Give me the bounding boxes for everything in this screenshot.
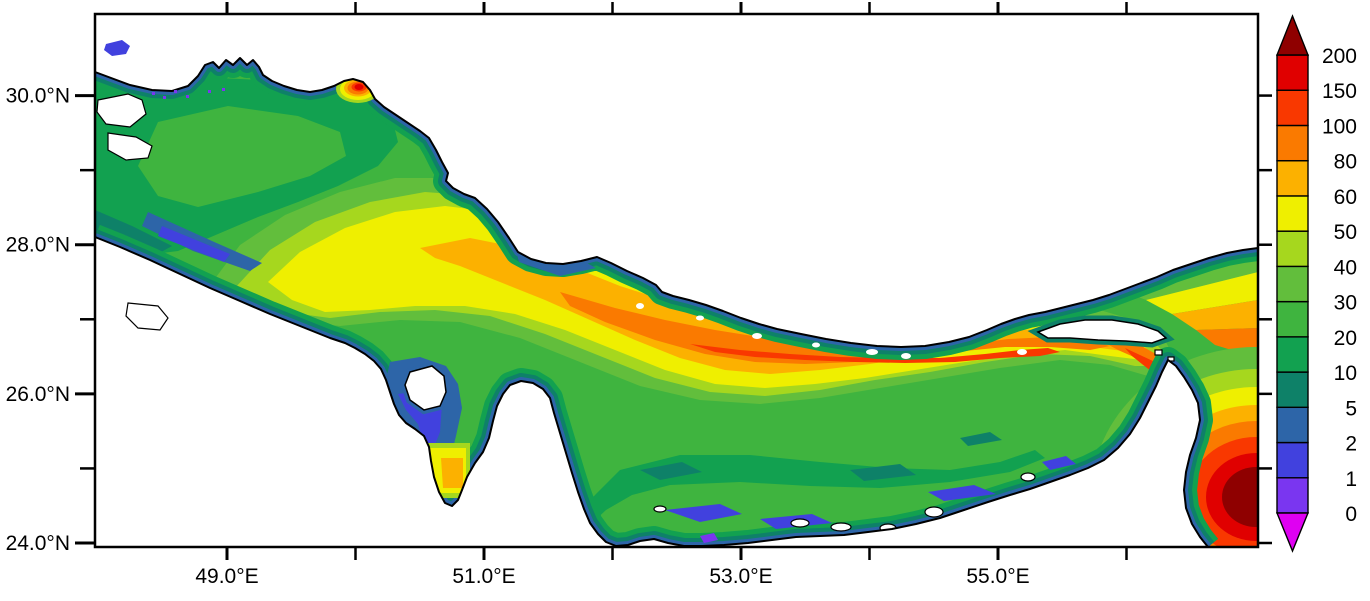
axes: 49.0°E 51.0°E 53.0°E 55.0°E 24.0°N 26.0°N 28.0… (6, 2, 1272, 588)
colorbar-tick-label: 10 (1334, 362, 1357, 385)
colorbar-band (1276, 124, 1309, 162)
colorbar-band (1276, 477, 1309, 514)
colorbar-over-arrow (1275, 14, 1310, 56)
y-axis-tick-label: 30.0°N (6, 85, 70, 108)
depth-band-nw-teal (95, 210, 172, 257)
oman-wedge-60 (1172, 300, 1258, 330)
x-axis-tick-label: 53.0°E (709, 565, 772, 588)
colorbar-band (1276, 195, 1309, 232)
coastline-south (94, 236, 1209, 548)
south-teal-2 (850, 464, 916, 481)
colorbar-band (1276, 406, 1309, 444)
south-indigo-4 (1042, 456, 1076, 470)
nw-ribbon-blue (142, 212, 262, 271)
colorbar-band (1276, 54, 1309, 91)
colorbar-tick-label: 20 (1334, 327, 1357, 350)
depth-band-nw-mid (138, 106, 346, 207)
colorbar-tick-label: 50 (1334, 221, 1357, 244)
x-axis-tick-label: 49.0°E (195, 565, 258, 588)
oman-wedge-50 (1146, 272, 1258, 314)
salwa-amber (441, 458, 463, 488)
colorbar-tick-label: 150 (1322, 80, 1357, 103)
colorbar-band (1276, 89, 1309, 127)
x-axis-tick-label: 55.0°E (966, 565, 1029, 588)
south-indigo-3 (928, 485, 996, 501)
colorbar-band (1276, 441, 1309, 479)
colorbar-tick-label: 100 (1322, 115, 1357, 138)
colorbar-tick-label: 30 (1334, 292, 1357, 315)
white-patches (96, 93, 169, 331)
qeshm-island (1036, 319, 1168, 344)
x-axis-tick-label: 51.0°E (452, 565, 515, 588)
colorbar-band (1276, 300, 1309, 338)
colorbar-tick-label: 0 (1345, 503, 1357, 526)
oman-ring-200 (1222, 467, 1258, 527)
south-teal-1 (640, 462, 702, 480)
colorbar-tick-label: 80 (1334, 151, 1357, 174)
south-teal-3 (960, 432, 1002, 446)
nw-speckles (152, 88, 225, 99)
colorbar-band (1276, 265, 1309, 303)
coastline-north (94, 57, 1259, 348)
colorbar-under-arrow (1275, 512, 1310, 553)
south-indigo-1 (665, 504, 742, 522)
colorbar-tick-label: 200 (1322, 45, 1357, 68)
colorbar-tick-label: 2 (1345, 433, 1357, 456)
map-plot (93, 12, 1260, 549)
colorbar-tick-label: 60 (1334, 186, 1357, 209)
colorbar-tick-label: 1 (1345, 468, 1357, 491)
depth-band-100-streak (690, 344, 1060, 363)
south-islands (653, 349, 1175, 533)
y-axis-tick-label: 26.0°N (6, 383, 70, 406)
colorbar-tick-label: 5 (1345, 397, 1357, 420)
coast-spot-150 (354, 84, 364, 90)
plot-frame (93, 12, 1260, 549)
colorbar-tick-label: 40 (1334, 256, 1357, 279)
colorbar-band (1276, 371, 1309, 409)
colorbar-band (1276, 230, 1309, 268)
colorbar: 0 1 2 5 10 20 30 40 50 60 80 100 150 200 (1275, 14, 1357, 553)
nw-lake (104, 40, 130, 56)
nw-ribbon-indigo (158, 226, 230, 262)
colorbar-band (1276, 159, 1309, 197)
colorbar-band (1276, 336, 1309, 373)
y-axis-tick-label: 28.0°N (6, 234, 70, 257)
y-axis-tick-label: 24.0°N (6, 532, 70, 555)
bahrain-island (404, 365, 447, 411)
south-purple (700, 533, 718, 543)
